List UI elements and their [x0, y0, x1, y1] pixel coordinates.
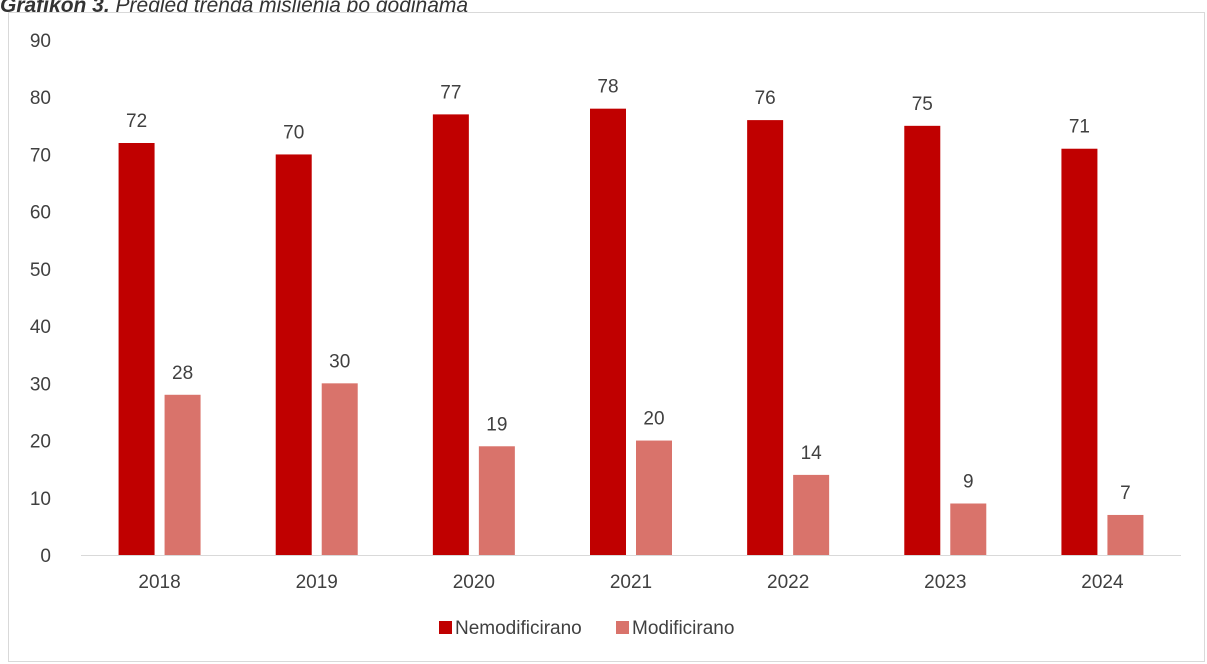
bar-modificirano-2019	[321, 383, 358, 555]
data-label: 70	[283, 122, 304, 143]
y-tick-label: 80	[30, 88, 51, 109]
y-tick-label: 50	[30, 260, 51, 281]
y-tick-label: 40	[30, 317, 51, 338]
x-tick-label: 2023	[924, 572, 966, 593]
bar-nemodificirano-2022	[747, 120, 784, 555]
x-tick-label: 2022	[767, 572, 809, 593]
legend-swatch	[439, 621, 452, 634]
x-tick-label: 2019	[296, 572, 338, 593]
y-tick-label: 0	[40, 546, 51, 567]
bar-nemodificirano-2020	[432, 114, 469, 555]
data-label: 7	[1120, 483, 1131, 504]
bar-nemodificirano-2018	[118, 143, 155, 555]
y-tick-label: 60	[30, 203, 51, 224]
bar-nemodificirano-2021	[590, 108, 626, 556]
legend-label: Nemodificirano	[455, 618, 582, 639]
data-label: 77	[440, 82, 461, 103]
x-tick-label: 2020	[453, 572, 495, 593]
data-label: 14	[801, 443, 823, 464]
bar-nemodificirano-2019	[275, 154, 312, 555]
bar-modificirano-2022	[793, 474, 830, 555]
legend-label: Modificirano	[632, 618, 734, 639]
data-label: 28	[172, 363, 193, 384]
y-tick-label: 30	[30, 374, 51, 395]
data-label: 78	[597, 77, 618, 98]
legend-swatch	[616, 621, 629, 634]
y-tick-label: 20	[30, 432, 51, 453]
bar-nemodificirano-2023	[904, 125, 941, 555]
bar-modificirano-2023	[950, 503, 987, 555]
x-tick-label: 2024	[1081, 572, 1124, 593]
data-label: 72	[126, 111, 147, 132]
data-label: 20	[643, 409, 664, 430]
y-tick-label: 90	[30, 31, 51, 52]
bar-modificirano-2018	[164, 394, 201, 555]
data-label: 30	[329, 351, 350, 372]
bar-modificirano-2021	[636, 440, 672, 555]
data-label: 71	[1069, 117, 1090, 138]
bar-nemodificirano-2024	[1061, 148, 1098, 555]
data-label: 9	[963, 472, 974, 493]
data-label: 19	[486, 414, 507, 435]
data-label: 75	[912, 94, 933, 115]
y-tick-label: 70	[30, 145, 51, 166]
bar-modificirano-2020	[478, 446, 515, 555]
x-tick-label: 2021	[610, 572, 652, 593]
y-tick-label: 10	[30, 489, 51, 510]
x-tick-label: 2018	[138, 572, 180, 593]
bar-modificirano-2024	[1107, 514, 1144, 555]
data-label: 76	[755, 88, 776, 109]
